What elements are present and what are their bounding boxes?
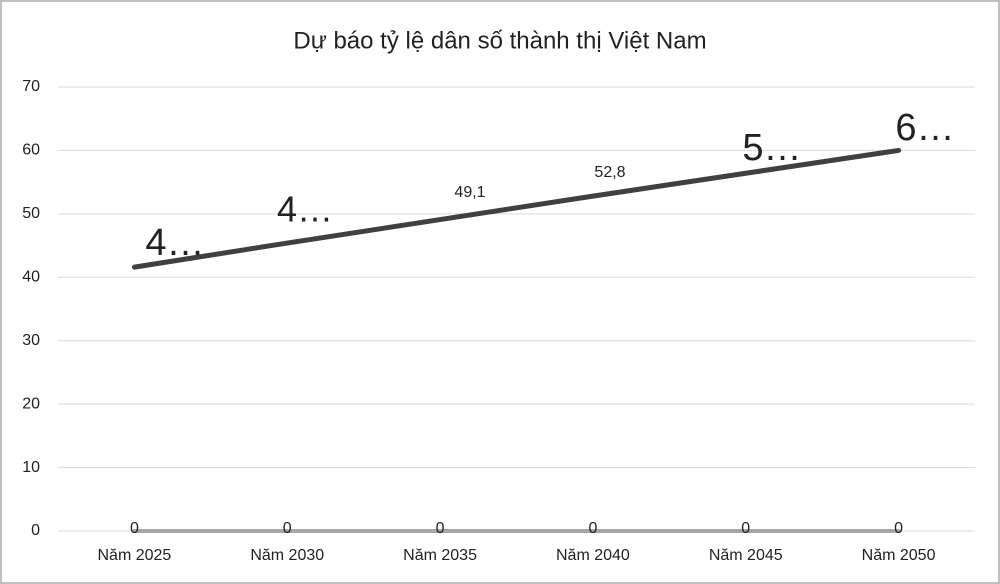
x-tick-label: Năm 2045 [709,547,783,564]
data-label: 0 [588,520,597,537]
y-tick-label: 50 [22,205,40,222]
data-label: 0 [130,520,139,537]
data-label: 0 [894,520,903,537]
data-label: 4… [277,189,333,230]
data-label: 5… [742,127,801,169]
y-tick-label: 30 [22,332,40,349]
data-label: 6… [895,107,954,149]
x-tick-label: Năm 2030 [250,547,324,564]
x-tick-label: Năm 2025 [98,547,172,564]
x-tick-label: Năm 2035 [403,547,477,564]
y-tick-label: 60 [22,142,40,159]
y-tick-label: 20 [22,395,40,412]
y-tick-label: 40 [22,269,40,286]
x-tick-label: Năm 2040 [556,547,630,564]
data-label: 0 [283,520,292,537]
chart-title: Dự báo tỷ lệ dân số thành thị Việt Nam [293,27,706,54]
y-tick-label: 10 [22,459,40,476]
data-line [131,147,902,270]
y-tick-label: 0 [31,522,40,539]
data-label: 4… [145,222,204,264]
x-tick-label: Năm 2050 [862,547,936,564]
data-label: 49,1 [454,184,485,201]
data-label: 0 [436,520,445,537]
y-tick-label: 70 [22,78,40,95]
data-label: 52,8 [594,164,625,181]
data-label: 0 [741,520,750,537]
